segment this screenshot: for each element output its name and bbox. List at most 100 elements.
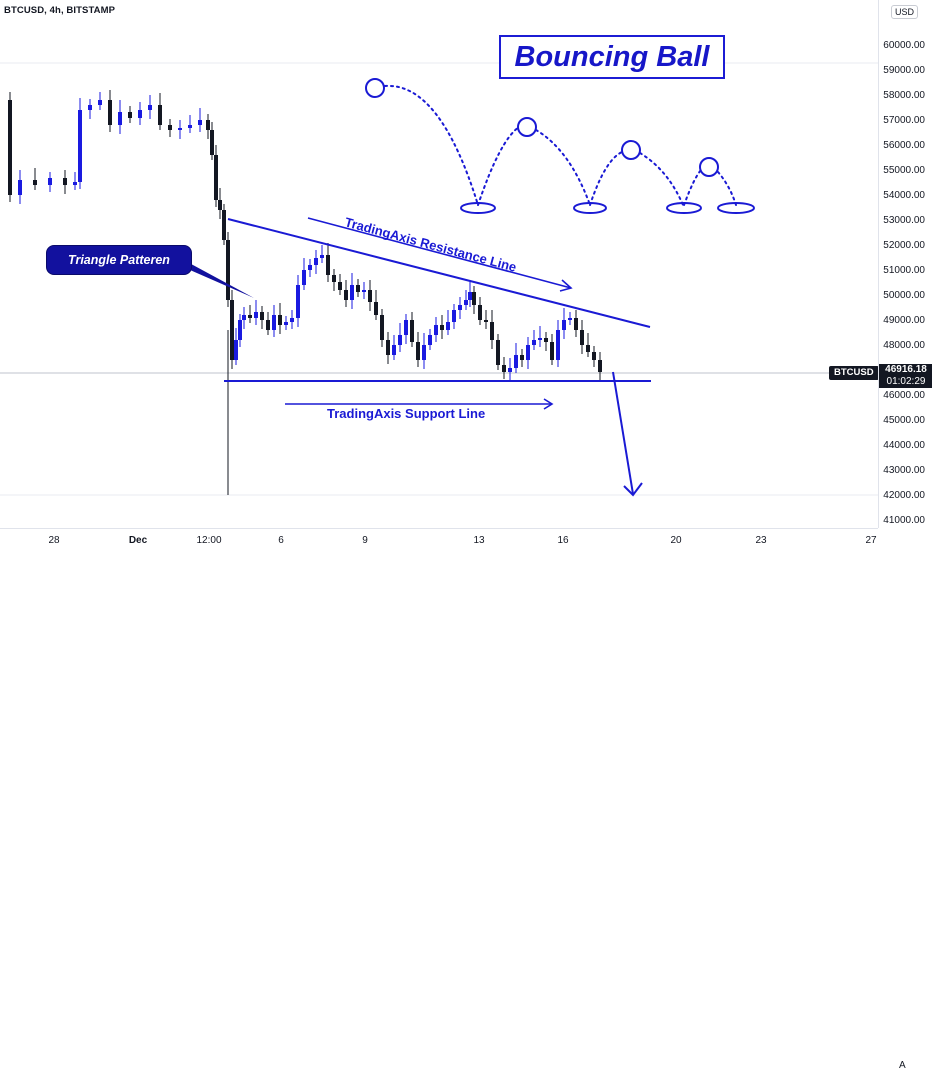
- support-arrowhead: [543, 398, 554, 410]
- candle-body: [63, 178, 67, 185]
- candle-body: [368, 290, 372, 302]
- resistance-arrowhead: [559, 279, 573, 292]
- candle-body: [374, 302, 378, 315]
- price-tick-label: 44000.00: [883, 440, 925, 451]
- price-chart[interactable]: TradingAxis Resistance Line TradingAxis …: [0, 0, 878, 528]
- candle-body: [296, 285, 300, 318]
- triangle-pattern-callout: Triangle Patteren: [47, 246, 191, 274]
- candle-body: [332, 275, 336, 282]
- symbol-tag: BTCUSD: [829, 366, 879, 380]
- breakdown-arrow: [612, 371, 634, 495]
- candle-body: [446, 322, 450, 330]
- candle-body: [266, 320, 270, 330]
- candle-body: [468, 292, 472, 300]
- bounce-path: [384, 84, 479, 206]
- candle-body: [338, 282, 342, 290]
- candle-body: [344, 290, 348, 300]
- candle-body: [33, 180, 37, 185]
- time-tick-label: 23: [755, 535, 767, 546]
- candle-body: [73, 182, 77, 185]
- resistance-line: [227, 218, 651, 328]
- candle-body: [562, 320, 566, 330]
- time-tick-label: Dec: [128, 535, 148, 546]
- candle-body: [496, 340, 500, 365]
- triangle-pattern-label: Triangle Patteren: [68, 253, 170, 267]
- candle-body: [440, 325, 444, 330]
- time-tick-label: 27: [865, 535, 877, 546]
- candle-body: [284, 322, 288, 325]
- bar-countdown: 01:02:29: [886, 376, 926, 387]
- callout-pointer: [180, 258, 254, 298]
- time-tick-label: 13: [473, 535, 485, 546]
- candle-body: [128, 112, 132, 118]
- candle-body: [544, 338, 548, 342]
- price-tick-label: 59000.00: [883, 65, 925, 76]
- candle-body: [78, 110, 82, 182]
- price-tick-label: 55000.00: [883, 165, 925, 176]
- time-tick-label: 16: [557, 535, 569, 546]
- ball: [517, 117, 537, 137]
- candle-body: [234, 340, 238, 360]
- price-tick-label: 58000.00: [883, 90, 925, 101]
- candle-body: [532, 340, 536, 345]
- candle-body: [502, 365, 506, 372]
- bounce-path: [717, 171, 737, 206]
- candle-body: [210, 130, 214, 155]
- price-tick-label: 53000.00: [883, 215, 925, 226]
- candle-body: [158, 105, 162, 125]
- candle-body: [226, 240, 230, 300]
- resistance-line-label: TradingAxis Resistance Line: [343, 214, 518, 274]
- candle-body: [404, 320, 408, 335]
- chart-title: Bouncing Ball: [514, 41, 710, 73]
- candle-body: [98, 100, 102, 105]
- candle-body: [350, 285, 354, 300]
- candle-body: [526, 345, 530, 360]
- candle-body: [356, 285, 360, 292]
- candle-body: [434, 325, 438, 335]
- price-tick-label: 52000.00: [883, 240, 925, 251]
- bounce-path: [639, 152, 684, 206]
- candle-body: [302, 270, 306, 285]
- candle-body: [308, 265, 312, 270]
- time-tick-label: 28: [48, 535, 60, 546]
- candle-body: [422, 345, 426, 360]
- candle-body: [538, 338, 542, 340]
- candle-body: [520, 355, 524, 360]
- bounce-path: [477, 126, 520, 206]
- candle-body: [380, 315, 384, 340]
- candle-body: [452, 310, 456, 322]
- candle-body: [260, 312, 264, 320]
- auto-scale-button[interactable]: A: [899, 1060, 906, 1071]
- candle-body: [478, 305, 482, 320]
- candle-body: [592, 352, 596, 360]
- candle-body: [242, 315, 246, 320]
- currency-badge[interactable]: USD: [891, 5, 919, 19]
- candlestick-series: [8, 90, 602, 495]
- candle-body: [556, 330, 560, 360]
- price-tick-label: 49000.00: [883, 315, 925, 326]
- candle-body: [458, 305, 462, 310]
- chart-area[interactable]: TradingAxis Resistance Line TradingAxis …: [0, 0, 879, 528]
- ball: [621, 140, 641, 160]
- candle-body: [148, 105, 152, 110]
- symbol-header[interactable]: BTCUSD, 4h, BITSTAMP: [4, 5, 116, 16]
- bounce-path: [535, 129, 591, 206]
- candle-body: [416, 342, 420, 360]
- price-tick-label: 41000.00: [883, 515, 925, 526]
- price-axis[interactable]: USD 60000.00 59000.00 58000.00 57000.00 5600…: [878, 0, 932, 528]
- candle-body: [18, 180, 22, 195]
- time-axis[interactable]: 28 Dec 12:00 6 9 13 16 20 23 27 A: [0, 528, 906, 1071]
- bounce-path: [683, 169, 702, 206]
- candle-body: [398, 335, 402, 345]
- candle-body: [314, 258, 318, 265]
- candle-body: [48, 178, 52, 185]
- candle-body: [178, 128, 182, 130]
- candle-body: [392, 345, 396, 355]
- candle-body: [490, 322, 494, 340]
- candle-body: [248, 315, 252, 318]
- candle-body: [484, 320, 488, 322]
- candle-body: [326, 255, 330, 275]
- candle-body: [8, 100, 12, 195]
- candle-body: [290, 318, 294, 322]
- candle-body: [230, 300, 234, 360]
